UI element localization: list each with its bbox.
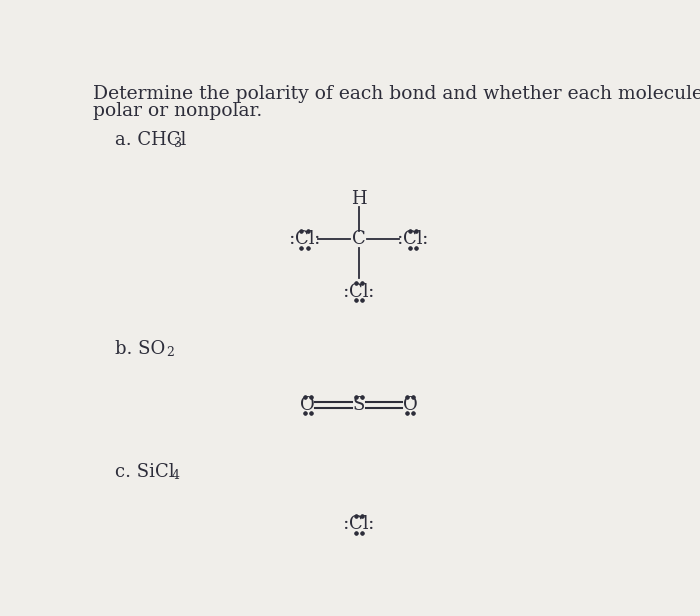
Text: :: : xyxy=(343,283,349,301)
Text: Cl: Cl xyxy=(349,516,369,533)
Text: b. SO: b. SO xyxy=(115,339,165,357)
Text: :: : xyxy=(289,230,295,248)
Text: c. SiCl: c. SiCl xyxy=(115,463,174,480)
Text: O: O xyxy=(402,396,417,414)
Text: 3: 3 xyxy=(174,137,181,150)
Text: :: : xyxy=(343,516,349,533)
Text: C: C xyxy=(352,230,365,248)
Text: 4: 4 xyxy=(172,469,180,482)
Text: :: : xyxy=(398,230,404,248)
Text: a. CHCl: a. CHCl xyxy=(115,131,186,149)
Text: :: : xyxy=(368,283,374,301)
Text: :: : xyxy=(422,230,428,248)
Text: 2: 2 xyxy=(166,346,174,359)
Text: polar or nonpolar.: polar or nonpolar. xyxy=(93,102,262,120)
Text: Cl: Cl xyxy=(403,230,423,248)
Text: Cl: Cl xyxy=(295,230,314,248)
Text: :: : xyxy=(368,516,374,533)
Text: H: H xyxy=(351,190,367,208)
Text: Determine the polarity of each bond and whether each molecule is: Determine the polarity of each bond and … xyxy=(93,86,700,103)
Text: O: O xyxy=(300,396,315,414)
Text: Cl: Cl xyxy=(349,283,369,301)
Text: :: : xyxy=(314,230,320,248)
Text: S: S xyxy=(353,396,365,414)
